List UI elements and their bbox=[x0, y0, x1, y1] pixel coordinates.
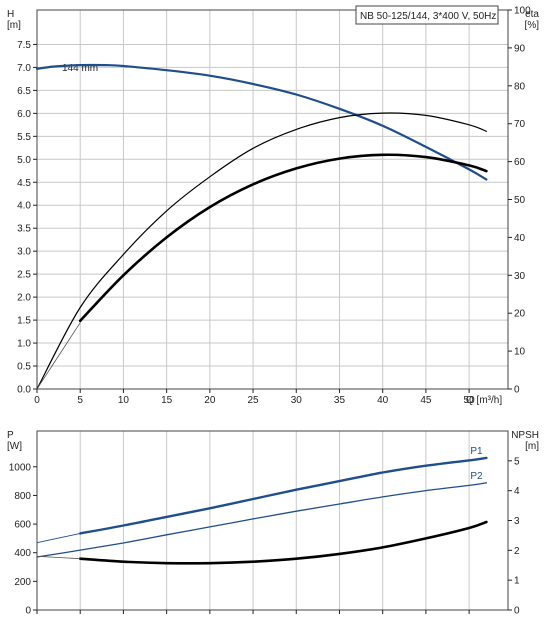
x-tick-label: 20 bbox=[204, 395, 216, 406]
top-left-tick-label: 6.0 bbox=[17, 109, 31, 120]
top-right-tick-label: 50 bbox=[514, 195, 526, 206]
bottom-left-tick-label: 400 bbox=[14, 548, 31, 559]
x-tick-label: 45 bbox=[420, 395, 432, 406]
top-right-tick-label: 10 bbox=[514, 347, 526, 358]
bottom-series-line-4 bbox=[36, 555, 81, 560]
top-left-tick-label: 4.0 bbox=[17, 201, 31, 212]
top-series-line-3 bbox=[36, 322, 81, 390]
top-left-tick-label: 5.0 bbox=[17, 155, 31, 166]
top-right-tick-label: 60 bbox=[514, 157, 526, 168]
top-left-tick-label: 1.5 bbox=[17, 316, 31, 327]
top-left-tick-label: 1.0 bbox=[17, 339, 31, 350]
x-tick-label: 30 bbox=[291, 395, 303, 406]
top-left-tick-label: 7.0 bbox=[17, 63, 31, 74]
top-plot-frame bbox=[36, 9, 509, 390]
bottom-left-tick-label: 200 bbox=[14, 577, 31, 588]
bottom-series-line-p2 bbox=[36, 482, 488, 558]
top-right-tick-label: 20 bbox=[514, 309, 526, 320]
title-box bbox=[355, 5, 499, 25]
top-series-line-1 bbox=[36, 112, 487, 390]
top-right-axis-unit: [%] bbox=[525, 20, 540, 31]
top-left-tick-label: 3.5 bbox=[17, 224, 31, 235]
bottom-series-line-3 bbox=[78, 520, 488, 565]
top-left-tick-label: 4.5 bbox=[17, 178, 31, 189]
top-series-line-144-mm bbox=[35, 63, 488, 181]
top-left-tick-label: 5.5 bbox=[17, 132, 31, 143]
bottom-plot-frame bbox=[36, 430, 509, 611]
bottom-series-line-1 bbox=[36, 532, 81, 544]
bottom-series-line-p1 bbox=[79, 456, 488, 535]
bottom-right-tick-label: 4 bbox=[514, 486, 520, 497]
top-right-tick-label: 40 bbox=[514, 233, 526, 244]
top-left-tick-label: 6.5 bbox=[17, 86, 31, 97]
top-left-tick-label: 0.0 bbox=[17, 385, 31, 396]
bottom-left-tick-label: 600 bbox=[14, 520, 31, 531]
series-label-p1: P1 bbox=[470, 446, 483, 457]
top-right-axis-name: eta bbox=[525, 9, 539, 20]
top-left-tick-label: 7.5 bbox=[17, 40, 31, 51]
x-tick-label: 10 bbox=[118, 395, 130, 406]
top-left-axis-unit: [m] bbox=[7, 20, 21, 31]
top-right-tick-label: 30 bbox=[514, 271, 526, 282]
x-tick-label: 35 bbox=[334, 395, 346, 406]
bottom-right-tick-label: 3 bbox=[514, 516, 520, 527]
x-tick-label: 40 bbox=[377, 395, 389, 406]
top-left-tick-label: 3.0 bbox=[17, 247, 31, 258]
top-right-tick-label: 100 bbox=[514, 6, 531, 17]
chart-title: NB 50-125/144, 3*400 V, 50Hz bbox=[360, 11, 496, 22]
bottom-right-tick-label: 1 bbox=[514, 576, 520, 587]
top-left-tick-label: 2.0 bbox=[17, 293, 31, 304]
bottom-left-tick-label: 800 bbox=[14, 491, 31, 502]
bottom-right-axis-unit: [m] bbox=[525, 441, 539, 452]
x-tick-label: 50 bbox=[464, 395, 476, 406]
x-axis-label: Q [m³/h] bbox=[466, 395, 502, 406]
x-tick-label: 5 bbox=[77, 395, 83, 406]
x-tick-label: 0 bbox=[34, 395, 40, 406]
x-tick-label: 25 bbox=[247, 395, 259, 406]
bottom-left-axis-name: P bbox=[7, 430, 14, 441]
top-left-tick-label: 0.5 bbox=[17, 362, 31, 373]
bottom-left-axis-unit: [W] bbox=[7, 441, 22, 452]
bottom-left-tick-label: 1000 bbox=[9, 462, 32, 473]
bottom-right-axis-name: NPSH bbox=[511, 430, 539, 441]
top-right-tick-label: 90 bbox=[514, 43, 526, 54]
series-label-p2: P2 bbox=[470, 471, 483, 482]
top-right-tick-label: 80 bbox=[514, 81, 526, 92]
top-left-tick-label: 2.5 bbox=[17, 270, 31, 281]
x-tick-label: 15 bbox=[161, 395, 173, 406]
bottom-right-tick-label: 5 bbox=[514, 456, 520, 467]
head-efficiency-panel: 0.0 0.5 1.0 1.5 2.0 2.5 3.0 3.5 4.0 4.5 5.0 5.5 6.0 6… bbox=[7, 5, 540, 406]
top-series-line-2 bbox=[78, 153, 488, 323]
top-left-axis-name: H bbox=[7, 9, 14, 20]
top-right-tick-label: 0 bbox=[514, 385, 520, 396]
bottom-right-tick-label: 0 bbox=[514, 606, 520, 617]
impeller-diameter-label: 144 mm bbox=[62, 63, 98, 74]
top-right-tick-label: 70 bbox=[514, 119, 526, 130]
bottom-right-tick-label: 2 bbox=[514, 546, 520, 557]
power-npsh-panel: 0 200 400 600 800 1000 0 1 2 3 4 5 P[W] NPSH[m] P1 P2 bbox=[7, 430, 539, 617]
bottom-left-tick-label: 0 bbox=[25, 606, 31, 617]
